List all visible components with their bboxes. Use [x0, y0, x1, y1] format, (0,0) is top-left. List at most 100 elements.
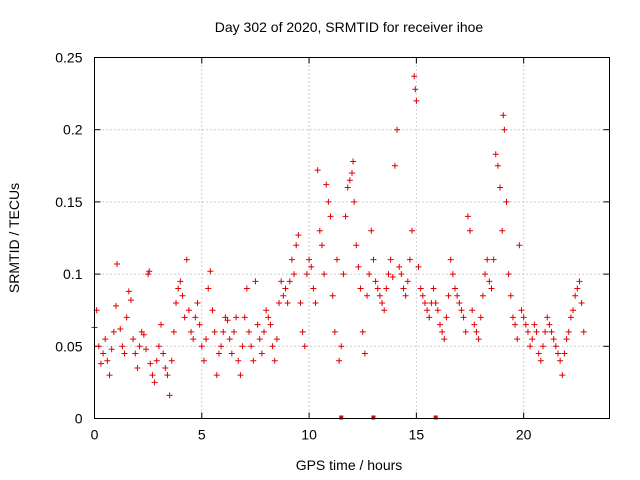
- data-point: [179, 292, 186, 299]
- data-point: [155, 343, 162, 350]
- data-point: [537, 357, 544, 364]
- data-point: [518, 307, 525, 314]
- data-point: [535, 350, 542, 357]
- data-point: [454, 292, 461, 299]
- x-axis-label: GPS time / hours: [296, 457, 403, 473]
- data-point: [381, 307, 388, 314]
- dropout-marker: [339, 415, 344, 420]
- data-point: [522, 321, 529, 328]
- data-point: [295, 232, 302, 239]
- data-point: [436, 321, 443, 328]
- data-point: [100, 350, 107, 357]
- data-point: [140, 331, 147, 338]
- data-point: [110, 328, 117, 335]
- data-point: [469, 307, 476, 314]
- data-point: [218, 343, 225, 350]
- data-point: [114, 260, 121, 267]
- data-point: [183, 256, 190, 263]
- data-point: [288, 256, 295, 263]
- data-point: [471, 321, 478, 328]
- data-point: [565, 328, 572, 335]
- data-point: [269, 343, 276, 350]
- data-point: [291, 271, 298, 278]
- data-point: [254, 321, 261, 328]
- data-point: [580, 328, 587, 335]
- data-point: [233, 314, 240, 321]
- data-point: [458, 307, 465, 314]
- data-point: [411, 73, 418, 80]
- data-point: [147, 360, 154, 367]
- data-point: [239, 343, 246, 350]
- data-point: [190, 336, 197, 343]
- data-point: [192, 314, 199, 321]
- data-point: [507, 292, 514, 299]
- data-point: [342, 213, 349, 220]
- data-point: [327, 213, 334, 220]
- data-point: [439, 328, 446, 335]
- x-tick-label: 0: [91, 427, 99, 443]
- data-point: [484, 256, 491, 263]
- data-point: [505, 271, 512, 278]
- data-point: [267, 321, 274, 328]
- data-point: [207, 268, 214, 275]
- data-point: [357, 285, 364, 292]
- data-point: [512, 321, 519, 328]
- data-point: [265, 314, 272, 321]
- data-point: [349, 170, 355, 177]
- data-point: [434, 307, 441, 314]
- data-point: [452, 285, 458, 292]
- data-point: [351, 198, 358, 205]
- data-point: [316, 227, 323, 234]
- data-point: [170, 328, 177, 335]
- data-point: [475, 336, 482, 343]
- y-tick-label: 0.05: [55, 338, 82, 354]
- data-point: [185, 307, 192, 314]
- data-point: [486, 278, 493, 285]
- data-point: [250, 357, 257, 364]
- data-point: [336, 357, 343, 364]
- data-point: [533, 328, 540, 335]
- data-point: [194, 299, 201, 306]
- data-point: [117, 325, 124, 332]
- data-point: [406, 256, 413, 263]
- data-point: [282, 285, 289, 292]
- data-point: [497, 184, 504, 191]
- data-point: [529, 336, 536, 343]
- data-point: [413, 97, 420, 104]
- data-point: [106, 372, 113, 379]
- data-point: [237, 372, 244, 379]
- data-point: [389, 273, 396, 280]
- data-point: [338, 343, 345, 350]
- data-point: [387, 256, 394, 263]
- data-point: [400, 285, 407, 292]
- data-point: [552, 343, 559, 350]
- data-point: [230, 328, 237, 335]
- dropout-marker: [371, 415, 376, 420]
- data-point: [153, 357, 160, 364]
- data-point: [158, 321, 165, 328]
- data-point: [361, 350, 368, 357]
- data-point: [276, 299, 283, 306]
- data-point: [488, 285, 495, 292]
- data-point: [243, 285, 250, 292]
- data-point: [344, 184, 351, 191]
- data-point: [550, 336, 557, 343]
- data-point: [355, 263, 362, 270]
- data-point: [473, 328, 480, 335]
- data-point: [364, 292, 371, 299]
- data-point: [306, 256, 313, 263]
- data-point: [426, 314, 433, 321]
- data-point: [379, 299, 386, 306]
- data-point: [310, 285, 317, 292]
- x-tick-label: 20: [516, 427, 532, 443]
- data-point: [546, 321, 553, 328]
- data-point: [168, 357, 175, 364]
- data-point: [359, 328, 366, 335]
- data-point: [479, 292, 486, 299]
- data-point: [301, 343, 308, 350]
- dropout-markers: [339, 415, 438, 420]
- data-point: [578, 299, 585, 306]
- data-point: [366, 271, 373, 278]
- data-point: [248, 343, 255, 350]
- y-tick-label: 0.15: [55, 194, 82, 210]
